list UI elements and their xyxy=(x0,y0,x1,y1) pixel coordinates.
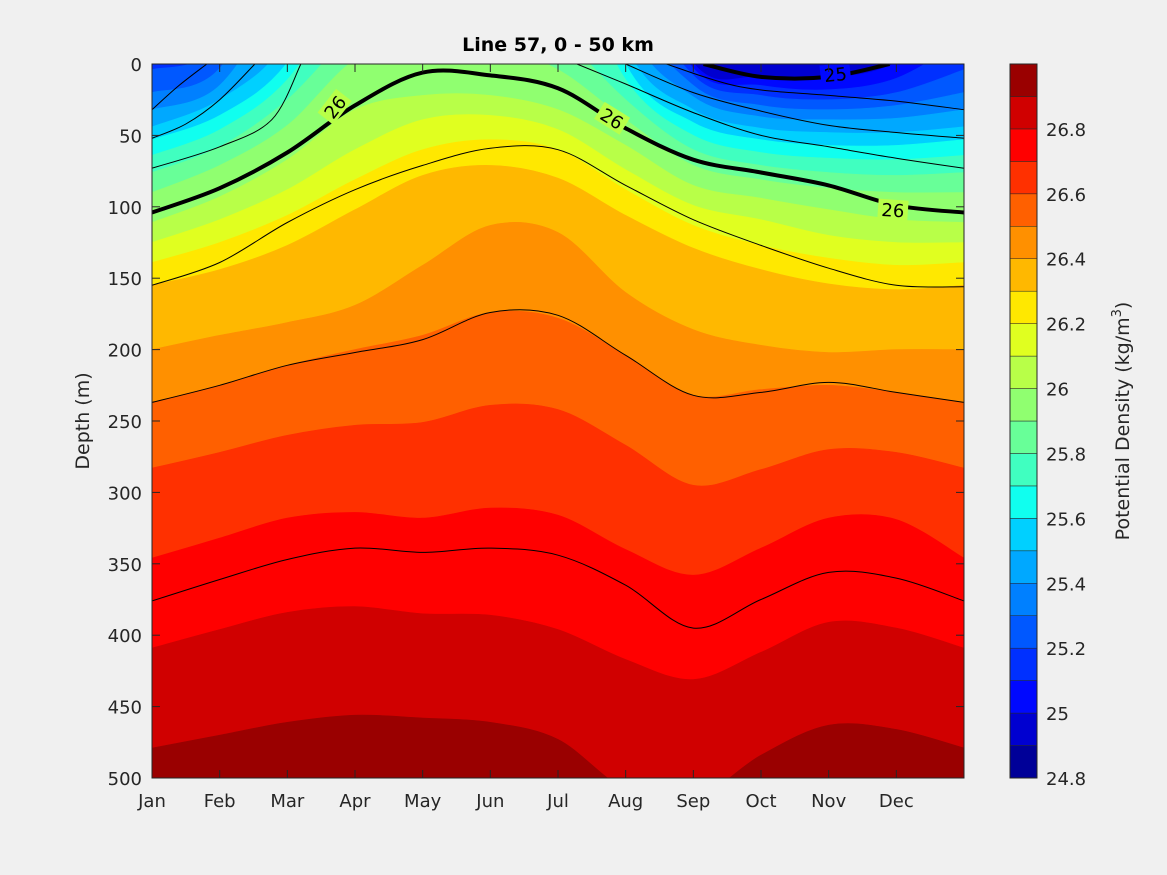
contour-lines xyxy=(152,64,964,629)
colorbar-swatch-25.1 xyxy=(1009,647,1038,681)
x-tick-label: Apr xyxy=(339,791,371,812)
contour-line xyxy=(152,64,208,111)
colorbar-label-sup: 3 xyxy=(1110,309,1125,317)
y-tick-label: 250 xyxy=(108,412,142,433)
colorbar-tick-label: 26.8 xyxy=(1046,120,1086,141)
colorbar-swatch-25.9 xyxy=(1009,388,1038,422)
colorbar-tick-label: 26.2 xyxy=(1046,315,1086,336)
colorbar-swatch-24.8 xyxy=(1009,745,1038,779)
colorbar-label-main: Potential Density (kg/m xyxy=(1112,317,1134,540)
colorbar: 24.8 25 25.2 25.4 25.6 25.8 26 26.2 26.4 26.6 26.8 xyxy=(1009,63,1086,790)
colorbar-swatch-26.6 xyxy=(1009,161,1038,195)
x-tick-label: Jun xyxy=(475,791,504,812)
colorbar-tick-label: 25.8 xyxy=(1046,444,1086,465)
colorbar-swatch-25 xyxy=(1009,680,1038,714)
contour-label-gap xyxy=(317,88,352,125)
colorbar-swatch-26.9 xyxy=(1009,63,1038,97)
contour-line xyxy=(666,64,964,111)
colorbar-swatch-25.2 xyxy=(1009,615,1038,649)
colorbar-swatch-26.1 xyxy=(1009,323,1038,357)
colorbar-swatch-25.3 xyxy=(1009,583,1038,616)
colorbar-frame xyxy=(1009,63,1038,779)
colorbar-tick-label: 26 xyxy=(1046,380,1069,401)
contour-line xyxy=(625,64,964,139)
band-fill-26.9 xyxy=(152,714,964,778)
colorbar-swatch-26.2 xyxy=(1009,290,1038,324)
x-tick-label: Jul xyxy=(546,791,569,812)
x-tick-label: Mar xyxy=(270,791,305,812)
contour-fills xyxy=(152,64,964,778)
colorbar-swatch-26.4 xyxy=(1009,226,1038,259)
y-tick-label: 200 xyxy=(108,341,142,362)
contour-line xyxy=(152,64,302,169)
x-axis: Jan Feb Mar Apr May Jun Jul Aug Sep Oct Nov Dec xyxy=(137,64,914,812)
contour-label-gap xyxy=(594,101,631,135)
y-tick-label: 450 xyxy=(108,698,142,719)
y-axis-label: Depth (m) xyxy=(72,372,94,469)
colorbar-swatch-25.4 xyxy=(1009,550,1038,584)
x-tick-label: Aug xyxy=(608,791,643,812)
contour-label-text: 25 xyxy=(823,64,848,87)
colorbar-label: Potential Density (kg/m3) xyxy=(1110,302,1134,541)
colorbar-swatch-26 xyxy=(1009,355,1038,389)
contour-label: 26 xyxy=(877,198,909,223)
colorbar-tick-label: 25.4 xyxy=(1046,574,1086,595)
contour-label: 25 xyxy=(819,64,852,87)
colorbar-swatch-25.6 xyxy=(1009,485,1038,519)
colorbar-swatch-26.7 xyxy=(1009,128,1038,162)
chart-title: Line 57, 0 - 50 km xyxy=(462,34,654,56)
y-tick-label: 400 xyxy=(108,626,142,647)
y-axis: 0 50 100 150 200 250 300 350 400 450 500 xyxy=(108,55,964,790)
colorbar-swatch-26.5 xyxy=(1009,193,1038,227)
x-tick-label: Feb xyxy=(204,791,236,812)
y-tick-label: 300 xyxy=(108,483,142,504)
contour-line xyxy=(576,64,964,169)
contour-line xyxy=(152,309,964,403)
x-tick-label: May xyxy=(404,791,442,812)
x-tick-label: Jan xyxy=(137,791,166,812)
contour-line xyxy=(152,64,256,139)
x-tick-label: Sep xyxy=(676,791,710,812)
x-tick-label: Dec xyxy=(879,791,914,812)
colorbar-tick-label: 24.8 xyxy=(1046,769,1086,790)
x-tick-label: Nov xyxy=(811,791,846,812)
colorbar-swatch-25.5 xyxy=(1009,518,1038,552)
colorbar-tick-label: 25 xyxy=(1046,704,1069,725)
y-tick-label: 50 xyxy=(119,126,142,147)
colorbar-swatch-26.3 xyxy=(1009,258,1038,292)
colorbar-swatch-26.8 xyxy=(1009,96,1038,130)
colorbar-tick-label: 25.6 xyxy=(1046,509,1086,530)
y-tick-label: 100 xyxy=(108,198,142,219)
y-tick-label: 500 xyxy=(108,769,142,790)
y-tick-label: 0 xyxy=(131,55,142,76)
colorbar-tick-label: 25.2 xyxy=(1046,639,1086,660)
colorbar-swatch-25.7 xyxy=(1009,453,1038,487)
contour-line xyxy=(152,145,964,288)
colorbar-label-end: ) xyxy=(1112,302,1134,309)
x-tick-label: Oct xyxy=(745,791,776,812)
thick-contour-line xyxy=(152,68,964,215)
colorbar-swatch-24.9 xyxy=(1009,712,1038,746)
contour-label-gap xyxy=(877,198,909,221)
colorbar-swatch-25.8 xyxy=(1009,420,1038,454)
thick-contour-line xyxy=(703,64,891,81)
contour-line xyxy=(152,547,964,629)
colorbar-tick-label: 26.6 xyxy=(1046,185,1086,206)
contour-label-text: 26 xyxy=(881,200,905,223)
y-tick-label: 350 xyxy=(108,555,142,576)
y-tick-label: 150 xyxy=(108,269,142,290)
colorbar-tick-label: 26.4 xyxy=(1046,250,1086,271)
contour-label-gap xyxy=(819,64,852,86)
